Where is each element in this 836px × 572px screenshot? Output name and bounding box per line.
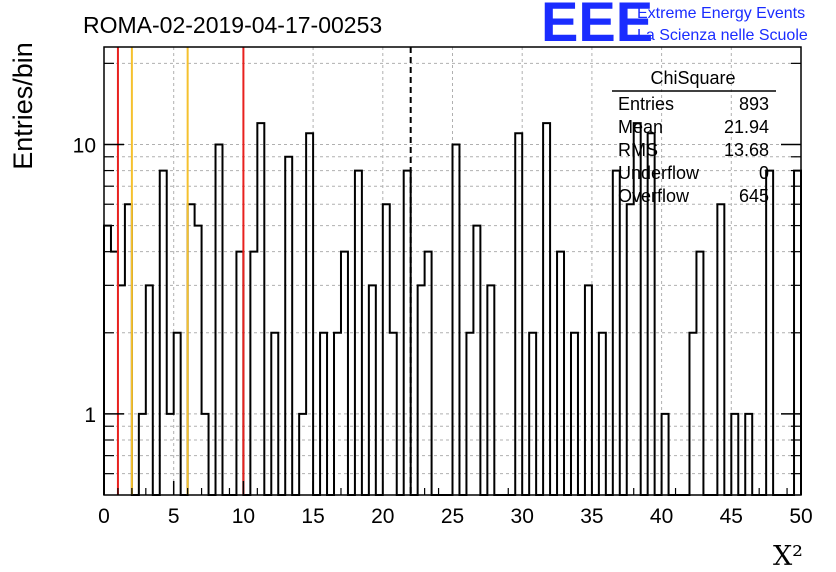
stats-value-entries: 893 — [739, 94, 769, 114]
y-tick-label: 10 — [73, 134, 96, 157]
stats-title: ChiSquare — [650, 68, 735, 88]
histogram-bin — [334, 333, 341, 495]
histogram-bin — [557, 252, 564, 495]
histogram-bin — [118, 285, 125, 495]
histogram-bin — [202, 414, 209, 495]
histogram-bin — [250, 252, 257, 495]
histogram-bin — [271, 333, 278, 495]
stats-box: ChiSquare Entries 893 Mean 21.94 RMS 13.… — [612, 68, 776, 206]
histogram-bin — [146, 285, 153, 495]
x-tick-label: 45 — [720, 505, 743, 528]
histogram-bin — [383, 204, 390, 495]
histogram-bin — [473, 226, 480, 495]
histogram-bin — [731, 414, 738, 495]
stats-label-mean: Mean — [618, 117, 663, 137]
x-tick-label: 40 — [650, 505, 673, 528]
stats-label-entries: Entries — [618, 94, 674, 114]
stats-value-underflow: 0 — [759, 163, 769, 183]
histogram-bin — [139, 414, 146, 495]
eee-logo: EEE Extreme Energy Events La Scienza nel… — [541, 0, 808, 53]
x-tick-label: 15 — [301, 505, 324, 528]
stats-value-rms: 13.68 — [724, 140, 769, 160]
histogram-bin — [689, 333, 696, 495]
histogram-bin — [425, 252, 432, 495]
histogram-bin — [717, 204, 724, 495]
logo-line1: Extreme Energy Events — [637, 5, 805, 22]
x-axis-label: X² — [773, 541, 803, 572]
x-tick-label: 10 — [232, 505, 255, 528]
histogram-bin — [188, 204, 195, 495]
stats-value-overflow: 645 — [739, 186, 769, 206]
histogram-bin — [167, 414, 174, 495]
histogram-bin — [766, 171, 773, 495]
histogram-bin — [390, 333, 397, 495]
y-axis-label: Entries/bin — [8, 42, 38, 170]
histogram-bin — [216, 144, 223, 495]
chart-title: ROMA-02-2019-04-17-00253 — [83, 12, 382, 38]
histogram-bin — [320, 333, 327, 495]
x-tick-label: 20 — [371, 505, 394, 528]
x-tick-label: 5 — [168, 505, 180, 528]
histogram-bin — [160, 171, 167, 495]
histogram-bin — [613, 171, 620, 495]
histogram-bin — [599, 333, 606, 495]
histogram-bin — [585, 285, 592, 495]
histogram-bin — [745, 414, 752, 495]
histogram-bin — [418, 285, 425, 495]
x-tick-label: 30 — [511, 505, 534, 528]
histogram-bin — [306, 133, 313, 495]
histogram-bin — [529, 333, 536, 495]
x-tick-label: 35 — [580, 505, 603, 528]
stats-value-mean: 21.94 — [724, 117, 769, 137]
histogram-bin — [571, 333, 578, 495]
histogram-bin — [404, 171, 411, 495]
histogram-bin — [662, 414, 669, 495]
histogram-bin — [195, 226, 202, 495]
logo-line2: La Scienza nelle Scuole — [637, 27, 808, 44]
histogram-bin — [125, 204, 132, 495]
histogram-bin — [515, 133, 522, 495]
histogram-bin — [466, 333, 473, 495]
histogram-bin — [453, 144, 460, 495]
histogram-bin — [355, 171, 362, 495]
stats-label-underflow: Underflow — [618, 163, 700, 183]
x-tick-label: 25 — [441, 505, 464, 528]
x-tick-label: 0 — [98, 505, 110, 528]
y-tick-label: 1 — [84, 404, 96, 427]
histogram-bin — [285, 157, 292, 495]
histogram-bin — [369, 285, 376, 495]
logo-mark: EEE — [541, 0, 653, 53]
histogram-bin — [696, 252, 703, 495]
histogram-bin — [111, 252, 118, 495]
axes: 0 5 10 15 20 25 30 35 40 45 50 1 10 — [73, 62, 813, 528]
histogram-bin — [257, 123, 264, 495]
histogram-bin — [299, 414, 306, 495]
histogram-bin — [627, 204, 634, 495]
histogram-bin — [543, 123, 550, 495]
histogram-bin — [104, 226, 111, 495]
histogram-bin — [174, 333, 181, 495]
stats-label-overflow: Overflow — [618, 186, 690, 206]
histogram-bin — [341, 252, 348, 495]
stats-label-rms: RMS — [618, 140, 658, 160]
histogram-bin — [487, 285, 494, 495]
x-tick-label: 50 — [789, 505, 812, 528]
marker-lines — [116, 47, 412, 495]
histogram-bin — [236, 252, 243, 495]
